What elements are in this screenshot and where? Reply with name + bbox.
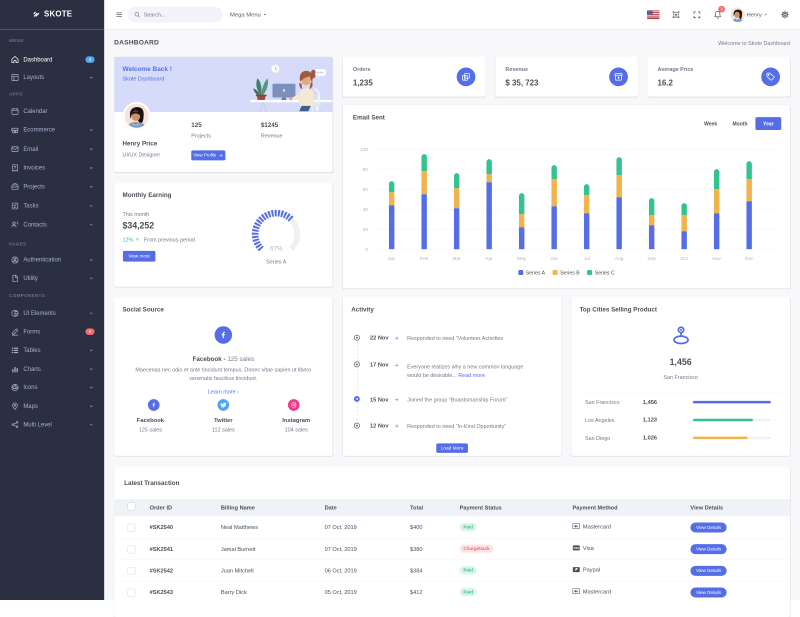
svg-text:60: 60 (363, 187, 369, 193)
svg-text:20: 20 (363, 227, 369, 233)
svg-text:0: 0 (365, 247, 368, 253)
svg-text:Oct: Oct (680, 256, 688, 262)
svg-text:Sep: Sep (647, 256, 656, 262)
svg-text:Apr: Apr (485, 256, 493, 262)
svg-text:Dec: Dec (745, 256, 754, 262)
svg-text:Feb: Feb (420, 256, 429, 262)
svg-text:VISA: VISA (573, 547, 579, 550)
svg-text:Mar: Mar (453, 256, 462, 262)
svg-text:80: 80 (363, 167, 369, 173)
svg-text:100: 100 (360, 147, 368, 153)
svg-text:May: May (517, 256, 527, 262)
svg-text:Aug: Aug (615, 256, 624, 262)
svg-text:Nov: Nov (712, 256, 721, 262)
svg-text:40: 40 (363, 207, 369, 213)
svg-text:Jan: Jan (388, 256, 396, 262)
svg-text:Jul: Jul (584, 256, 590, 262)
svg-text:Jun: Jun (550, 256, 558, 262)
